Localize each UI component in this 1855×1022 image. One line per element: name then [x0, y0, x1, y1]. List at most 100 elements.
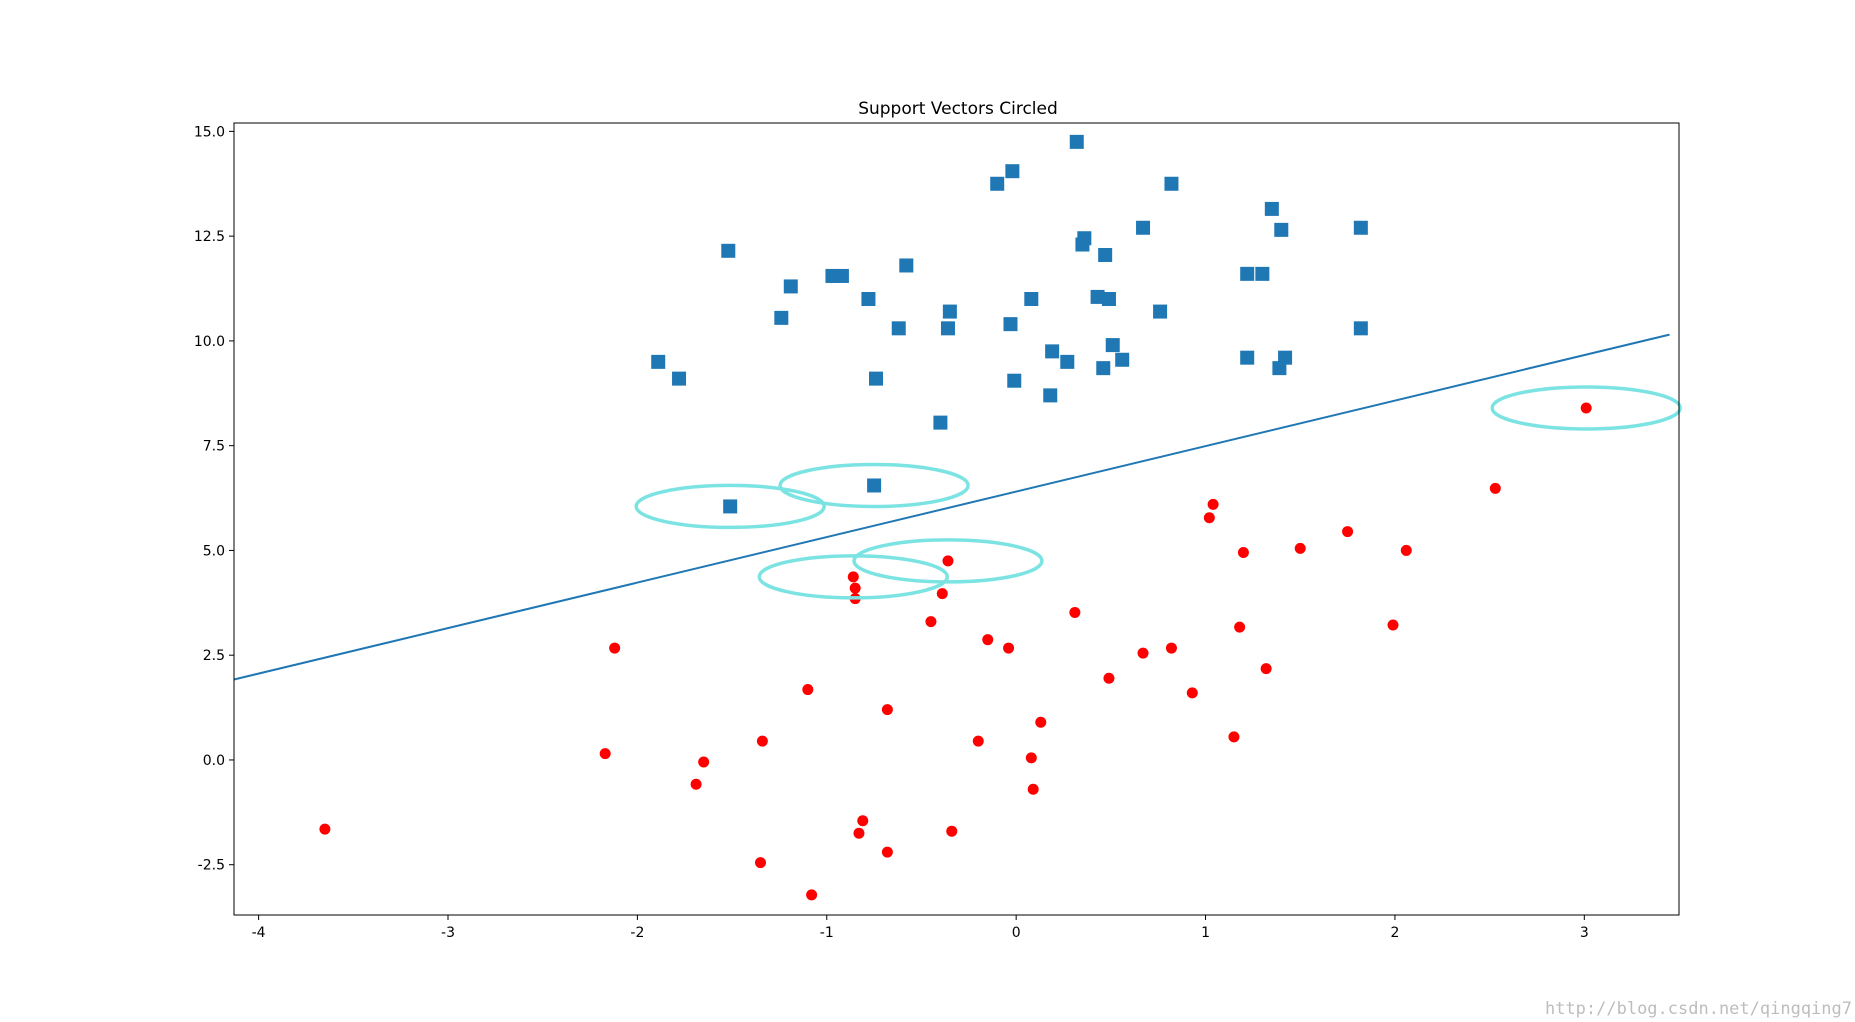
square-point [1007, 373, 1022, 388]
square-point [1098, 248, 1113, 262]
circle-point [806, 889, 818, 901]
x-tick-label: 1 [1201, 925, 1210, 941]
circle-point [802, 684, 814, 696]
square-point [1274, 222, 1289, 237]
circle-point [1387, 619, 1399, 631]
circle-point [690, 778, 702, 790]
square-point [1060, 354, 1075, 369]
square-point [1240, 266, 1255, 281]
circle-point [849, 582, 861, 594]
square-point [1136, 220, 1151, 235]
circle-point [1027, 783, 1039, 795]
circle-point [936, 588, 948, 600]
square-point [990, 176, 1005, 191]
circle-point [942, 555, 954, 567]
circle-point [1035, 716, 1047, 728]
x-axis: -4 -3 -2 -1 0 1 2 3 [252, 915, 1589, 941]
circle-point [847, 571, 859, 583]
x-tick-label: -4 [252, 925, 266, 941]
circle-point [1237, 547, 1249, 559]
square-point [899, 258, 914, 273]
square-point [1045, 344, 1060, 359]
square-point [1096, 361, 1111, 376]
square-point [721, 243, 736, 258]
circle-point [1234, 621, 1246, 633]
square-point [651, 354, 666, 369]
watermark-text: http://blog.csdn.net/qingqing7 [1545, 999, 1852, 1019]
x-tick-label: -2 [630, 925, 644, 941]
circle-point [698, 756, 710, 768]
y-tick-label: 0.0 [203, 753, 225, 769]
circle-point [1165, 642, 1177, 654]
square-point [1272, 361, 1287, 376]
x-tick-label: 0 [1012, 925, 1021, 941]
x-tick-label: 2 [1390, 925, 1399, 941]
circle-point [1260, 663, 1272, 675]
square-point [1043, 388, 1058, 403]
square-point [1255, 266, 1270, 281]
square-point [1164, 176, 1179, 191]
square-point [774, 310, 789, 325]
circle-point [319, 823, 331, 835]
circle-point [1580, 402, 1592, 414]
square-point [1069, 134, 1084, 149]
circle-point [1489, 482, 1501, 494]
square-point [1101, 292, 1116, 306]
y-axis: 15.0 12.5 10.0 7.5 5.0 2.5 0.0 -2.5 [194, 124, 234, 874]
support-vector-ring [757, 554, 950, 600]
square-point [1005, 164, 1020, 179]
circle-point [599, 748, 611, 760]
square-point [942, 304, 957, 319]
circle-point [1228, 731, 1240, 743]
circle-point [972, 735, 984, 747]
plot-area [233, 134, 1682, 901]
square-point [1090, 289, 1105, 304]
y-tick-label: 2.5 [203, 648, 225, 664]
square-point [672, 371, 687, 386]
square-point [723, 499, 738, 514]
y-tick-label: 10.0 [194, 334, 225, 350]
square-point [869, 371, 884, 386]
circle-point [1137, 647, 1149, 659]
y-tick-label: 12.5 [194, 229, 225, 245]
circle-point [857, 815, 869, 827]
support-vector-ring [1490, 385, 1682, 431]
x-tick-label: -3 [441, 925, 455, 941]
square-point [933, 415, 948, 430]
circle-point [754, 857, 766, 869]
circle-point [1400, 544, 1412, 556]
circle-point [925, 616, 937, 628]
circle-point [1003, 642, 1015, 654]
circle-point [609, 642, 621, 654]
square-point [1105, 338, 1120, 353]
y-tick-label: 5.0 [203, 543, 225, 559]
y-tick-label: 15.0 [194, 124, 225, 140]
circle-point [1203, 512, 1215, 524]
square-point [891, 321, 906, 336]
square-point [834, 268, 849, 283]
circle-point [1103, 672, 1115, 684]
square-point [867, 478, 882, 493]
circle-point [1186, 687, 1198, 699]
circle-point [1342, 526, 1354, 538]
x-tick-label: -1 [820, 925, 834, 941]
circle-point [756, 735, 768, 747]
square-point [1024, 292, 1039, 306]
plot-frame [233, 122, 1680, 916]
circle-point [1025, 752, 1037, 764]
decision-boundary-line [233, 333, 1670, 681]
support-vector-ring [778, 462, 970, 509]
y-tick-label: 7.5 [203, 439, 225, 455]
square-point [1240, 350, 1255, 365]
circle-point [1294, 542, 1306, 554]
square-point [1353, 321, 1368, 336]
square-point [1264, 201, 1279, 216]
square-point [1353, 220, 1368, 235]
circle-point [1069, 606, 1081, 618]
support-vector-ring [852, 538, 1044, 584]
support-vector-ring [634, 483, 826, 530]
circle-point [853, 827, 865, 839]
y-tick-label: -2.5 [198, 858, 225, 874]
circle-point [982, 634, 994, 646]
